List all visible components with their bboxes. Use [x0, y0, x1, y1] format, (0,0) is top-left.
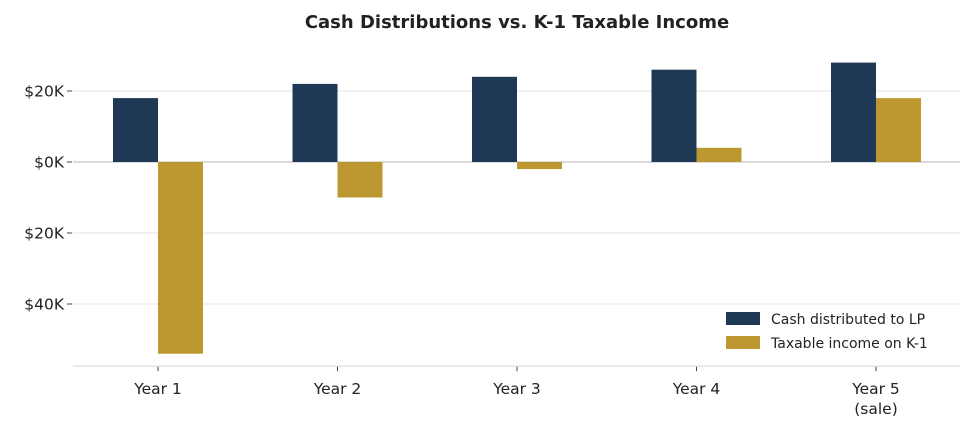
y-tick-label: $20K: [24, 83, 65, 101]
x-tick-label: Year 4: [672, 380, 721, 398]
legend-swatch-cash: [726, 312, 760, 325]
axes: $20K $0K $20K $40K Year 1 Year 2 Year 3 Year 4 Y…: [24, 83, 960, 418]
bar-taxable-3: [517, 162, 562, 170]
legend-label-taxable: Taxable income on K-1: [770, 336, 928, 352]
legend-swatch-taxable: [726, 336, 760, 349]
legend: Cash distributed to LP Taxable income on …: [726, 312, 928, 352]
x-tick-label: Year 5 (sale): [851, 380, 900, 418]
bar-cash-1: [113, 98, 158, 162]
bar-taxable-5: [876, 98, 921, 162]
x-tick-label: Year 1: [133, 380, 182, 398]
bar-cash-2: [292, 83, 338, 162]
bar-cash-4: [651, 69, 697, 162]
x-tick-label: Year 3: [492, 380, 541, 398]
y-tick-label: $20K: [24, 225, 65, 243]
bar-cash-5: [831, 62, 876, 162]
bar-taxable-1: [158, 162, 203, 354]
y-tick-label: $0K: [34, 154, 65, 172]
bars: [113, 62, 921, 354]
x-tick-label: Year 2: [313, 380, 362, 398]
y-tick-label: $40K: [24, 296, 65, 314]
bar-taxable-4: [696, 147, 742, 162]
legend-label-cash: Cash distributed to LP: [771, 312, 925, 328]
bar-taxable-2: [337, 162, 383, 198]
chart-title: Cash Distributions vs. K-1 Taxable Incom…: [305, 12, 729, 33]
bar-cash-3: [472, 76, 517, 162]
